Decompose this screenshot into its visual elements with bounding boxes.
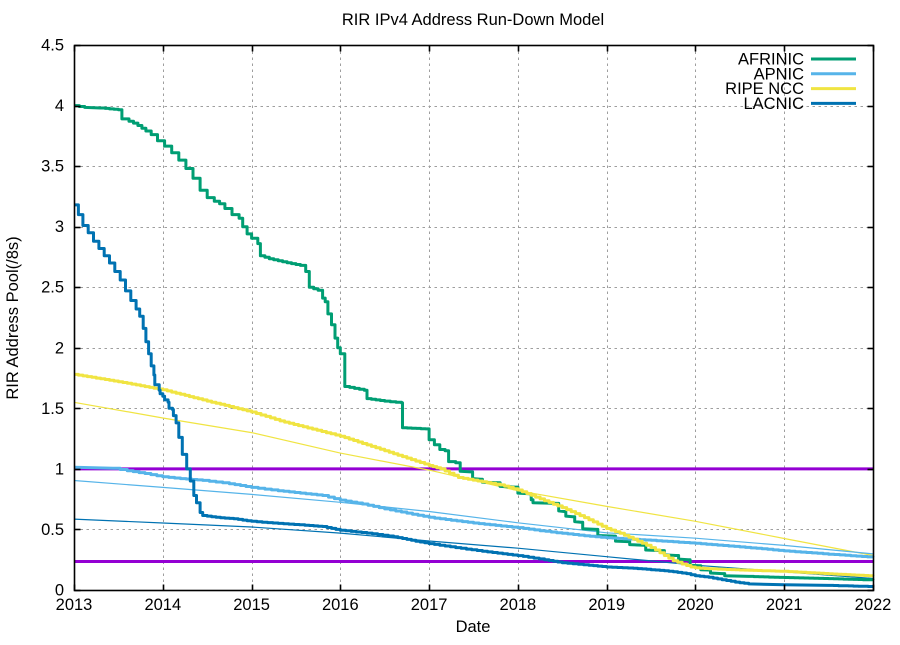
svg-text:2017: 2017 <box>411 596 448 614</box>
svg-text:2018: 2018 <box>500 596 537 614</box>
svg-text:2016: 2016 <box>322 596 359 614</box>
svg-text:APNIC: APNIC <box>754 65 805 83</box>
svg-text:2019: 2019 <box>588 596 625 614</box>
svg-text:0: 0 <box>55 582 64 600</box>
svg-text:Date: Date <box>456 618 491 636</box>
svg-text:2020: 2020 <box>677 596 714 614</box>
svg-text:1: 1 <box>55 460 64 478</box>
svg-text:4: 4 <box>55 97 64 115</box>
svg-text:2015: 2015 <box>233 596 270 614</box>
svg-text:LACNIC: LACNIC <box>743 95 804 113</box>
svg-text:2013: 2013 <box>56 596 93 614</box>
svg-text:AFRINIC: AFRINIC <box>738 51 804 69</box>
svg-text:2014: 2014 <box>144 596 181 614</box>
svg-text:0.5: 0.5 <box>41 521 64 539</box>
svg-text:2: 2 <box>55 339 64 357</box>
svg-text:2.5: 2.5 <box>41 279 64 297</box>
svg-text:1.5: 1.5 <box>41 400 64 418</box>
svg-text:RIR IPv4 Address Run-Down Mode: RIR IPv4 Address Run-Down Model <box>342 11 604 29</box>
svg-text:4.5: 4.5 <box>41 37 64 55</box>
svg-text:RIPE NCC: RIPE NCC <box>725 80 804 98</box>
svg-text:3.5: 3.5 <box>41 158 64 176</box>
svg-text:2022: 2022 <box>855 596 892 614</box>
svg-text:RIR Address Pool(/8s): RIR Address Pool(/8s) <box>4 236 22 399</box>
svg-text:2021: 2021 <box>766 596 803 614</box>
svg-text:3: 3 <box>55 218 64 236</box>
